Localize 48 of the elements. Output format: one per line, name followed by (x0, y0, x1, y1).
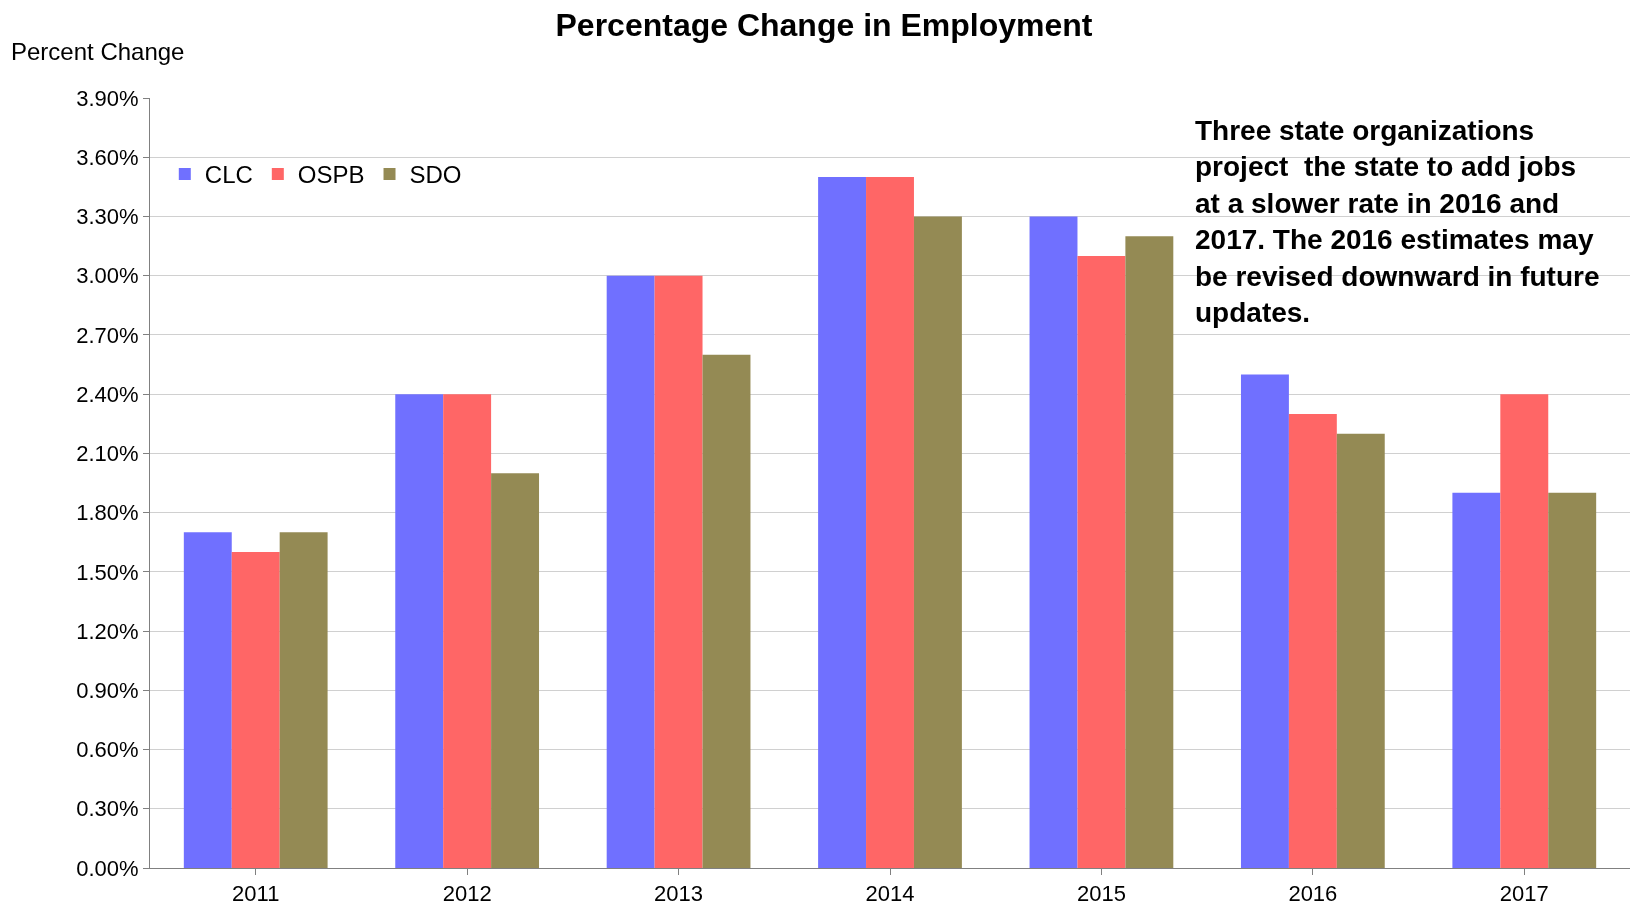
bar (1548, 492, 1597, 868)
y-tick-label: 1.50% (76, 559, 139, 585)
bar (395, 394, 444, 868)
x-tick-label: 2017 (1499, 881, 1549, 907)
y-tick-label: 2.10% (76, 441, 139, 467)
chart-title: Percentage Change in Employment (555, 7, 1093, 44)
bar (702, 354, 751, 868)
bar (913, 216, 962, 868)
bar (1500, 394, 1549, 868)
y-tick-label: 0.90% (76, 678, 139, 704)
y-tick-label: 1.80% (76, 500, 139, 526)
bar (1452, 492, 1501, 868)
x-tick-label: 2012 (442, 881, 492, 907)
x-tick-label: 2016 (1288, 881, 1338, 907)
annotation: Three state organizations project the state to add jobs at a slower rate in 2016 and 2017. The 2016 estimates may be revised downward in future updates. (1195, 115, 1600, 328)
y-tick-label: 0.60% (76, 737, 139, 763)
bar (654, 275, 703, 868)
bar (1029, 216, 1078, 868)
bar (491, 473, 540, 868)
legend-label: OSPB (297, 161, 365, 189)
bar (818, 176, 867, 868)
bar (1125, 236, 1174, 868)
bar (1240, 374, 1289, 868)
y-tick-label: 0.30% (76, 796, 139, 822)
x-tick-label: 2015 (1076, 881, 1126, 907)
y-axis-title: Percent Change (11, 38, 185, 65)
y-tick-label: 3.30% (76, 204, 139, 230)
bar (231, 552, 280, 868)
x-tick-label: 2013 (654, 881, 704, 907)
bar (866, 176, 914, 868)
y-tick-label: 3.00% (76, 263, 139, 289)
y-tick-label: 2.40% (76, 381, 139, 407)
legend-label: SDO (409, 161, 462, 189)
x-tick-label: 2014 (865, 881, 915, 907)
bar (443, 394, 492, 868)
bar (1336, 433, 1385, 868)
y-tick-label: 2.70% (76, 322, 139, 348)
bar (183, 532, 232, 868)
bar (1288, 413, 1337, 868)
legend-label: CLC (204, 161, 253, 189)
y-tick-label: 1.20% (76, 618, 139, 644)
y-tick-label: 3.60% (76, 144, 139, 170)
bar (1077, 255, 1126, 868)
y-tick-label: 0.00% (76, 855, 139, 881)
bar (279, 532, 328, 868)
bar (606, 275, 655, 868)
x-tick-label: 2011 (232, 881, 280, 907)
y-tick-label: 3.90% (76, 85, 139, 111)
